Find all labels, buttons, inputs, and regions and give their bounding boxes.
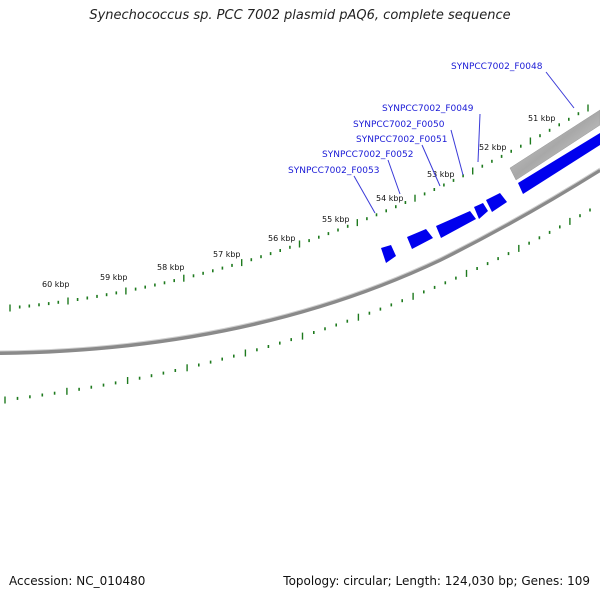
outer-tick-ring	[9, 104, 589, 312]
gene-arrow[interactable]	[518, 133, 600, 194]
feature-band	[509, 109, 600, 181]
kbp-label: 53 kbp	[427, 170, 455, 179]
accession-text: Accession: NC_010480	[9, 574, 146, 588]
gene-arrow[interactable]	[436, 211, 476, 238]
kbp-label: 57 kbp	[213, 250, 241, 259]
kbp-label: 54 kbp	[376, 194, 404, 203]
gene-arrow[interactable]	[381, 245, 396, 263]
inner-tick-ring	[4, 208, 591, 404]
plasmid-backbone	[0, 168, 600, 355]
summary-text: Topology: circular; Length: 124,030 bp; …	[283, 574, 590, 588]
gene-label[interactable]: SYNPCC7002_F0051	[356, 135, 447, 145]
gene-arrow[interactable]	[486, 193, 507, 212]
gene-label[interactable]: SYNPCC7002_F0048	[451, 62, 543, 72]
kbp-label: 51 kbp	[528, 114, 556, 123]
map-title: Synechococcus sp. PCC 7002 plasmid pAQ6,…	[89, 8, 511, 23]
gene-label[interactable]: SYNPCC7002_F0049	[382, 104, 474, 114]
kbp-label: 52 kbp	[479, 143, 507, 152]
kbp-label: 60 kbp	[42, 280, 70, 289]
kbp-label: 59 kbp	[100, 273, 128, 282]
plasmid-backbone-highlight	[0, 167, 600, 352]
gene-leader-lines	[353, 71, 575, 214]
gene-arrow[interactable]	[474, 203, 488, 219]
kbp-label: 56 kbp	[268, 234, 296, 243]
gene-label[interactable]: SYNPCC7002_F0052	[322, 150, 413, 160]
gene-arrow[interactable]	[407, 229, 433, 249]
gene-label[interactable]: SYNPCC7002_F0050	[353, 120, 445, 130]
gene-features	[381, 133, 600, 263]
kbp-label: 58 kbp	[157, 263, 185, 272]
gene-label[interactable]: SYNPCC7002_F0053	[288, 166, 379, 176]
kbp-label: 55 kbp	[322, 215, 350, 224]
